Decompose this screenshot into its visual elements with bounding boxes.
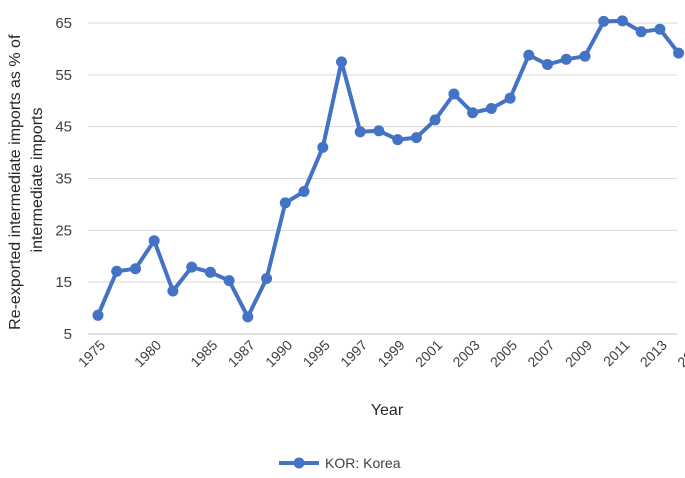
y-tick-label: 45 xyxy=(55,119,72,136)
x-tick-label: 1975 xyxy=(75,337,108,370)
x-tick-label: 2009 xyxy=(562,337,595,370)
data-point xyxy=(560,53,572,65)
data-point xyxy=(111,265,123,277)
data-point xyxy=(186,261,198,273)
x-tick-label: 2001 xyxy=(412,337,445,370)
x-tick-label: 2013 xyxy=(637,337,670,370)
data-point xyxy=(542,59,553,70)
data-point xyxy=(579,50,591,62)
x-tick-label: 2011 xyxy=(600,337,633,370)
x-tick-label: 1997 xyxy=(337,337,370,370)
data-point xyxy=(504,92,516,104)
x-tick-label: 2003 xyxy=(449,337,482,370)
data-point xyxy=(148,235,160,247)
data-point xyxy=(204,266,216,278)
data-point xyxy=(448,88,460,100)
y-tick-label: 5 xyxy=(64,326,72,343)
data-point xyxy=(429,114,441,126)
x-tick-label: 1980 xyxy=(131,337,164,370)
y-axis-title: Re-exported intermediate imports as % of… xyxy=(7,30,46,330)
data-point xyxy=(317,141,329,153)
y-tick-label: 25 xyxy=(55,222,72,239)
data-point xyxy=(654,23,666,35)
x-tick-label: 2007 xyxy=(524,337,557,370)
data-point xyxy=(598,15,610,27)
x-axis-ticks: 1975 1980 1985 1987 1990 1995 1997 1999 2001 2003… xyxy=(75,337,685,370)
data-point xyxy=(373,125,385,137)
x-tick-label: 2015 xyxy=(674,337,685,370)
series-line xyxy=(96,18,681,319)
data-point xyxy=(261,273,273,284)
x-tick-label: 2005 xyxy=(487,337,520,370)
data-point xyxy=(130,263,141,275)
data-point xyxy=(279,197,291,209)
x-tick-label: 1987 xyxy=(225,337,258,370)
y-tick-label: 35 xyxy=(55,171,72,188)
x-tick-label: 1995 xyxy=(300,337,333,370)
y-tick-label: 15 xyxy=(55,274,72,291)
y-axis-title-line-1: Re-exported intermediate imports as % of xyxy=(7,34,24,330)
legend: KOR: Korea xyxy=(279,455,401,471)
y-axis-ticks: 5 15 25 35 45 55 65 xyxy=(55,15,72,343)
legend-label: KOR: Korea xyxy=(325,455,401,471)
x-axis-title: Year xyxy=(371,402,404,419)
data-point xyxy=(410,132,422,144)
series-layer xyxy=(92,15,685,323)
y-tick-label: 55 xyxy=(55,67,72,84)
data-point xyxy=(298,186,310,197)
data-point xyxy=(392,134,404,146)
data-point xyxy=(673,47,685,59)
data-point xyxy=(92,309,104,321)
data-point xyxy=(242,311,254,323)
data-point xyxy=(523,49,535,61)
x-tick-label: 1985 xyxy=(187,337,220,370)
data-point xyxy=(635,26,647,38)
data-point xyxy=(616,15,628,27)
data-point xyxy=(467,107,479,119)
y-axis-title-line-2: intermediate imports xyxy=(29,108,46,253)
y-tick-label: 65 xyxy=(55,15,72,32)
x-tick-label: 1990 xyxy=(262,337,295,370)
x-tick-label: 1999 xyxy=(374,337,407,370)
data-point xyxy=(485,103,497,114)
data-point xyxy=(223,275,235,287)
data-point xyxy=(336,56,347,68)
data-point xyxy=(354,126,366,138)
legend-dot-marker xyxy=(293,457,305,469)
data-point xyxy=(167,285,179,297)
